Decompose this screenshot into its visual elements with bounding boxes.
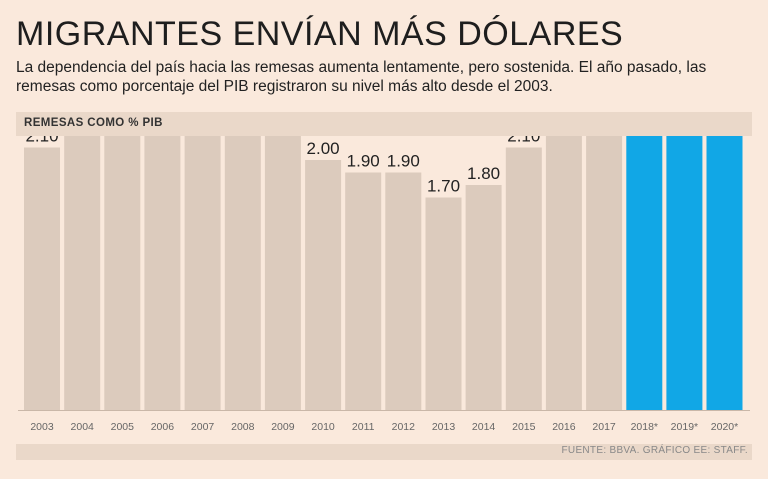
x-tick-label: 2003 <box>30 421 54 433</box>
x-tick-label: 2004 <box>71 421 95 433</box>
source-note: FUENTE: BBVA. GRÁFICO EE: STAFF. <box>561 445 748 456</box>
x-tick-label: 2006 <box>151 421 175 433</box>
bar-value-label: 1.80 <box>467 164 500 183</box>
bar <box>626 136 663 410</box>
bar <box>666 136 703 410</box>
bar <box>144 136 181 410</box>
source-band: FUENTE: BBVA. GRÁFICO EE: STAFF. <box>16 444 752 460</box>
bar <box>305 160 342 410</box>
x-tick-label: 2014 <box>472 421 496 433</box>
bar <box>224 136 261 410</box>
x-tick-label: 2007 <box>191 421 215 433</box>
chart-title: REMESAS COMO % PIB <box>24 117 163 129</box>
bar-chart: 2.1020032.3020042.5020052.6020062.502007… <box>18 136 750 433</box>
x-tick-label: 2016 <box>552 421 576 433</box>
bar <box>184 136 221 410</box>
bar <box>706 136 743 410</box>
x-tick-label: 2012 <box>392 421 416 433</box>
bar <box>64 136 101 410</box>
x-tick-label: 2009 <box>271 421 295 433</box>
x-tick-label: 2011 <box>352 421 375 433</box>
bar <box>345 172 382 410</box>
bar-value-label: 2.00 <box>307 139 340 158</box>
bar <box>505 147 542 410</box>
bar-value-label: 2.10 <box>507 136 540 146</box>
bar <box>545 136 582 410</box>
bar <box>465 185 502 410</box>
section-header-band: REMESAS COMO % PIB <box>16 112 752 136</box>
page-subtitle: La dependencia del país hacia las remesa… <box>16 59 707 95</box>
bar-value-label: 1.70 <box>427 177 460 196</box>
x-tick-label: 2020* <box>711 421 738 433</box>
x-tick-label: 2017 <box>592 421 616 433</box>
bar <box>385 172 422 410</box>
bar <box>104 136 141 410</box>
x-tick-label: 2005 <box>111 421 135 433</box>
x-tick-label: 2018* <box>631 421 658 433</box>
bar <box>586 136 623 410</box>
bar-value-label: 2.10 <box>25 136 58 146</box>
bar-value-label: 1.90 <box>387 152 420 171</box>
bar <box>425 197 462 410</box>
bar <box>264 136 301 410</box>
x-tick-label: 2008 <box>231 421 255 433</box>
bar <box>24 147 60 410</box>
x-tick-label: 2019* <box>671 421 698 433</box>
page-title: MIGRANTES ENVÍAN MÁS DÓLARES <box>16 15 624 53</box>
x-tick-label: 2013 <box>432 421 456 433</box>
x-tick-label: 2015 <box>512 421 536 433</box>
bar-value-label: 1.90 <box>347 152 380 171</box>
x-tick-label: 2010 <box>311 421 335 433</box>
